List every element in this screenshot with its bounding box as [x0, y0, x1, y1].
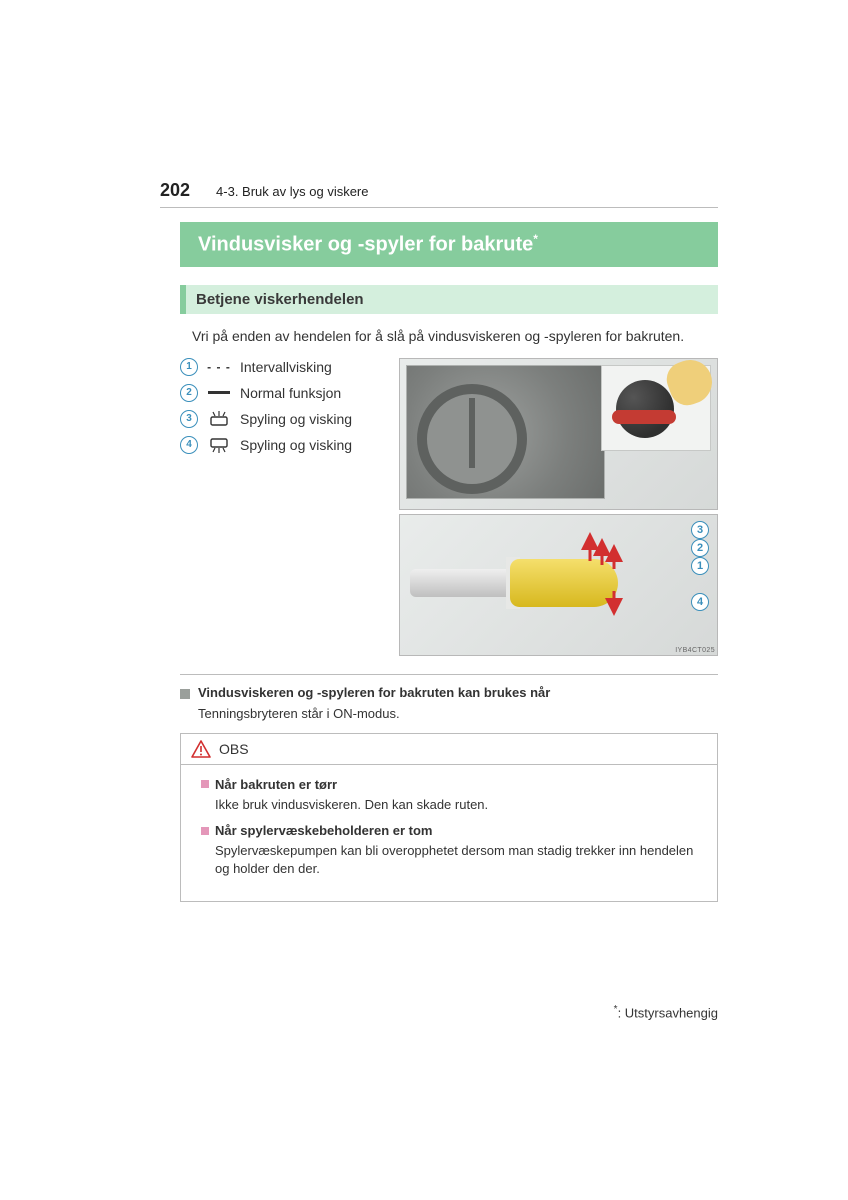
list-item: 3 Spyling og visking — [180, 410, 385, 428]
note-title: Vindusviskeren og -spyleren for bakruten… — [198, 685, 550, 700]
page-title-bar: Vindusvisker og -spyler for bakrute* — [180, 222, 718, 267]
caution-item-title: Når bakruten er tørr — [201, 777, 703, 792]
page-number: 202 — [160, 180, 190, 201]
list-label: Spyling og visking — [240, 411, 352, 427]
subsection-bar: Betjene viskerhendelen — [180, 285, 718, 314]
callout-2: 2 — [691, 539, 709, 557]
list-label: Intervallvisking — [240, 359, 332, 375]
page-title: Vindusvisker og -spyler for bakrute — [198, 234, 533, 256]
footnote-text: : Utstyrsavhengig — [618, 1005, 718, 1020]
caution-header: OBS — [181, 734, 717, 765]
caution-item-body: Ikke bruk vindusviskeren. Den kan skade … — [215, 796, 703, 814]
caution-item-title: Når spylervæskebeholderen er tom — [201, 823, 703, 838]
stalk-closeup — [601, 365, 711, 451]
steering-wheel-icon — [417, 384, 527, 494]
caution-item-title-text: Når spylervæskebeholderen er tom — [215, 823, 432, 838]
caution-body: Når bakruten er tørr Ikke bruk vindusvis… — [181, 765, 717, 902]
content-row: 1 - - - Intervallvisking 2 Normal funksj… — [180, 358, 718, 656]
caution-box: OBS Når bakruten er tørr Ikke bruk vindu… — [180, 733, 718, 903]
callout-number: 1 — [180, 358, 198, 376]
caution-heading: OBS — [219, 741, 249, 757]
intro-text: Vri på enden av hendelen for å slå på vi… — [192, 328, 718, 344]
figure-column: 3 2 1 4 IYB4CT025 — [399, 358, 718, 656]
title-footnote-mark: * — [533, 232, 538, 246]
warning-triangle-icon — [191, 740, 211, 758]
interval-icon: - - - — [206, 360, 232, 374]
list-label: Spyling og visking — [240, 437, 352, 453]
section-reference: 4-3. Bruk av lys og viskere — [216, 184, 368, 199]
normal-icon — [206, 391, 232, 394]
washer-down-icon — [206, 437, 232, 453]
subsection-title: Betjene viskerhendelen — [196, 291, 364, 308]
callout-1: 1 — [691, 557, 709, 575]
stalk-rotate-ring — [612, 410, 676, 424]
header-divider — [160, 207, 718, 208]
callout-number: 2 — [180, 384, 198, 402]
callout-3: 3 — [691, 521, 709, 539]
manual-page: 202 4-3. Bruk av lys og viskere Vindusvi… — [0, 0, 848, 962]
callout-4: 4 — [691, 593, 709, 611]
list-item: 1 - - - Intervallvisking — [180, 358, 385, 376]
figure-dashboard — [399, 358, 718, 510]
mode-list: 1 - - - Intervallvisking 2 Normal funksj… — [180, 358, 385, 656]
note-body: Tenningsbryteren står i ON-modus. — [198, 706, 718, 721]
dashboard-illustration — [406, 365, 605, 499]
stalk-knob — [616, 380, 674, 438]
washer-up-icon — [206, 411, 232, 427]
list-item: 4 Spyling og visking — [180, 436, 385, 454]
list-label: Normal funksjon — [240, 385, 341, 401]
pink-bullet-icon — [201, 827, 209, 835]
figure-code: IYB4CT025 — [675, 647, 715, 654]
page-header: 202 4-3. Bruk av lys og viskere — [160, 180, 718, 201]
pink-bullet-icon — [201, 780, 209, 788]
footnote: *: Utstyrsavhengig — [614, 1004, 718, 1020]
caution-item-body: Spylervæskepumpen kan bli overopphetet d… — [215, 842, 703, 877]
callout-arrows — [400, 515, 717, 655]
callout-number: 4 — [180, 436, 198, 454]
square-bullet-icon — [180, 689, 190, 699]
figure-stalk: 3 2 1 4 IYB4CT025 — [399, 514, 718, 656]
note-section: Vindusviskeren og -spyleren for bakruten… — [180, 674, 718, 700]
list-item: 2 Normal funksjon — [180, 384, 385, 402]
callout-number: 3 — [180, 410, 198, 428]
caution-item-title-text: Når bakruten er tørr — [215, 777, 337, 792]
